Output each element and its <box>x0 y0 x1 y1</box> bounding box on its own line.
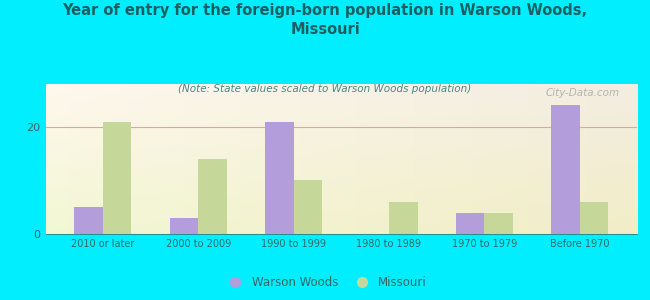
Bar <box>456 213 484 234</box>
Text: Year of entry for the foreign-born population in Warson Woods,
Missouri: Year of entry for the foreign-born popul… <box>62 3 588 37</box>
Text: City-Data.com: City-Data.com <box>545 88 619 98</box>
Bar <box>265 122 294 234</box>
Bar <box>198 159 227 234</box>
Bar <box>580 202 608 234</box>
Bar <box>103 122 131 234</box>
Bar <box>389 202 417 234</box>
Bar <box>551 105 580 234</box>
Bar <box>294 180 322 234</box>
Bar <box>74 207 103 234</box>
Text: (Note: State values scaled to Warson Woods population): (Note: State values scaled to Warson Woo… <box>178 84 472 94</box>
Legend: Warson Woods, Missouri: Warson Woods, Missouri <box>218 272 432 294</box>
Bar <box>170 218 198 234</box>
Bar <box>484 213 513 234</box>
